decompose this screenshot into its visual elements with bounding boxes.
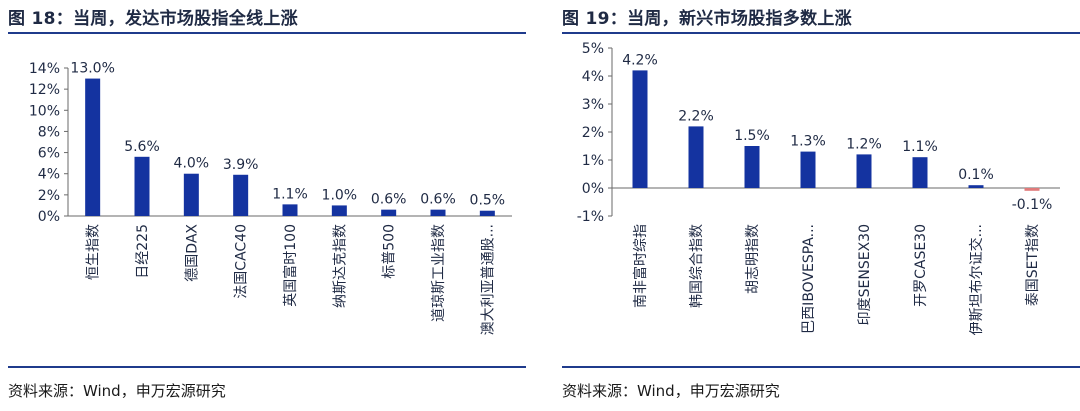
chart-title-18: 图 18：当周，发达市场股指全线上涨 (8, 9, 298, 29)
bar (430, 209, 446, 216)
y-tick-label: 12% (29, 82, 60, 98)
x-category-label: 开罗CASE30 (913, 224, 929, 307)
x-category-label: 英国富时100 (282, 224, 299, 307)
y-tick-label: 2% (38, 188, 60, 204)
y-tick-label: 4% (582, 69, 604, 85)
bar-chart-emerging-markets: 5% 4% 3% 2% 1% 0% -1% 4.2% 南非富时综指 2.2% 韩国综合指数 1.5% 胡… (577, 41, 1060, 335)
x-category-label: 澳大利亚普通股... (480, 224, 496, 335)
bar-value-label: 0.5% (470, 193, 506, 209)
y-tick-label: 4% (38, 167, 60, 183)
x-category-label: 法国CAC40 (234, 224, 250, 299)
bar (134, 156, 150, 216)
title-divider (8, 32, 526, 34)
source-divider (562, 366, 1080, 368)
x-category-label: 南非富时综指 (632, 224, 649, 308)
bar-value-label: 1.3% (790, 134, 826, 150)
bar-value-label: 13.0% (70, 61, 114, 77)
y-tick-label: 14% (29, 61, 60, 77)
bar (800, 151, 816, 188)
y-tick-label: 0% (582, 181, 604, 197)
bar-value-label: 4.0% (174, 156, 210, 172)
bar-value-label: 0.6% (420, 192, 456, 208)
bar-value-label: 3.9% (223, 157, 259, 173)
y-tick-label: -1% (577, 209, 604, 225)
bar (968, 185, 984, 188)
bar-value-label: 4.2% (622, 52, 658, 68)
bar-value-label: 0.6% (371, 192, 407, 208)
bar (912, 157, 928, 188)
y-tick-label: 5% (582, 41, 604, 57)
x-category-label: 德国DAX (184, 224, 200, 282)
bar (688, 126, 704, 188)
bar-chart-developed-markets: 14% 12% 10% 8% 6% 4% 2% 0% 13.0% 恒生指数 5.6% 日经225 4.0… (29, 61, 512, 335)
bar (1024, 188, 1040, 191)
x-category-label: 泰国SET指数 (1025, 224, 1041, 306)
chart-panel-19: 图 19：当周，新兴市场股指多数上涨 5% 4% 3% 2% 1% 0% -1% 4.2% 南非… (554, 0, 1080, 411)
bar (479, 210, 495, 216)
bar-value-label: 5.6% (124, 139, 160, 155)
bar-value-label: 2.2% (678, 108, 714, 124)
bar-value-label: 1.0% (322, 187, 358, 203)
bar (856, 154, 872, 188)
x-category-label: 巴西IBOVESPA... (801, 224, 817, 334)
x-category-label: 韩国综合指数 (689, 224, 705, 308)
bar (331, 205, 347, 216)
bar-value-label: -0.1% (1012, 197, 1053, 213)
y-tick-label: 0% (38, 209, 60, 225)
source-note: 资料来源：Wind，申万宏源研究 (8, 382, 226, 400)
x-category-label: 日经225 (135, 224, 151, 279)
y-tick-label: 10% (29, 103, 60, 119)
x-category-label: 纳斯达克指数 (332, 224, 348, 308)
x-category-label: 印度SENSEX30 (857, 224, 873, 325)
x-category-label: 胡志明指数 (745, 224, 761, 294)
chart-panel-18: 图 18：当周，发达市场股指全线上涨 14% 12% 10% 8% 6% 4% 2% 0% 13… (0, 0, 526, 411)
bar-value-label: 1.2% (846, 136, 882, 152)
bar (85, 78, 101, 216)
bar (282, 204, 298, 216)
source-note: 资料来源：Wind，申万宏源研究 (562, 382, 780, 400)
y-tick-label: 8% (38, 124, 60, 140)
bar (632, 70, 648, 188)
y-tick-label: 3% (582, 97, 604, 113)
y-tick-label: 2% (582, 125, 604, 141)
bar (183, 173, 199, 216)
bar-value-label: 1.1% (272, 186, 308, 202)
bar (233, 174, 249, 216)
x-category-label: 道琼斯工业指数 (431, 224, 447, 322)
bar (381, 209, 397, 216)
x-category-label: 恒生指数 (86, 224, 102, 280)
bar (744, 146, 760, 188)
x-category-label: 伊斯坦布尔证交... (968, 224, 985, 335)
chart-title-19: 图 19：当周，新兴市场股指多数上涨 (562, 9, 852, 29)
title-divider (562, 32, 1080, 34)
x-category-label: 标普500 (382, 224, 398, 279)
bar-value-label: 1.1% (902, 139, 938, 155)
bar-value-label: 0.1% (958, 167, 994, 183)
y-tick-label: 6% (38, 146, 60, 162)
y-tick-label: 1% (582, 153, 604, 169)
bar-value-label: 1.5% (734, 128, 770, 144)
source-divider (8, 366, 526, 368)
